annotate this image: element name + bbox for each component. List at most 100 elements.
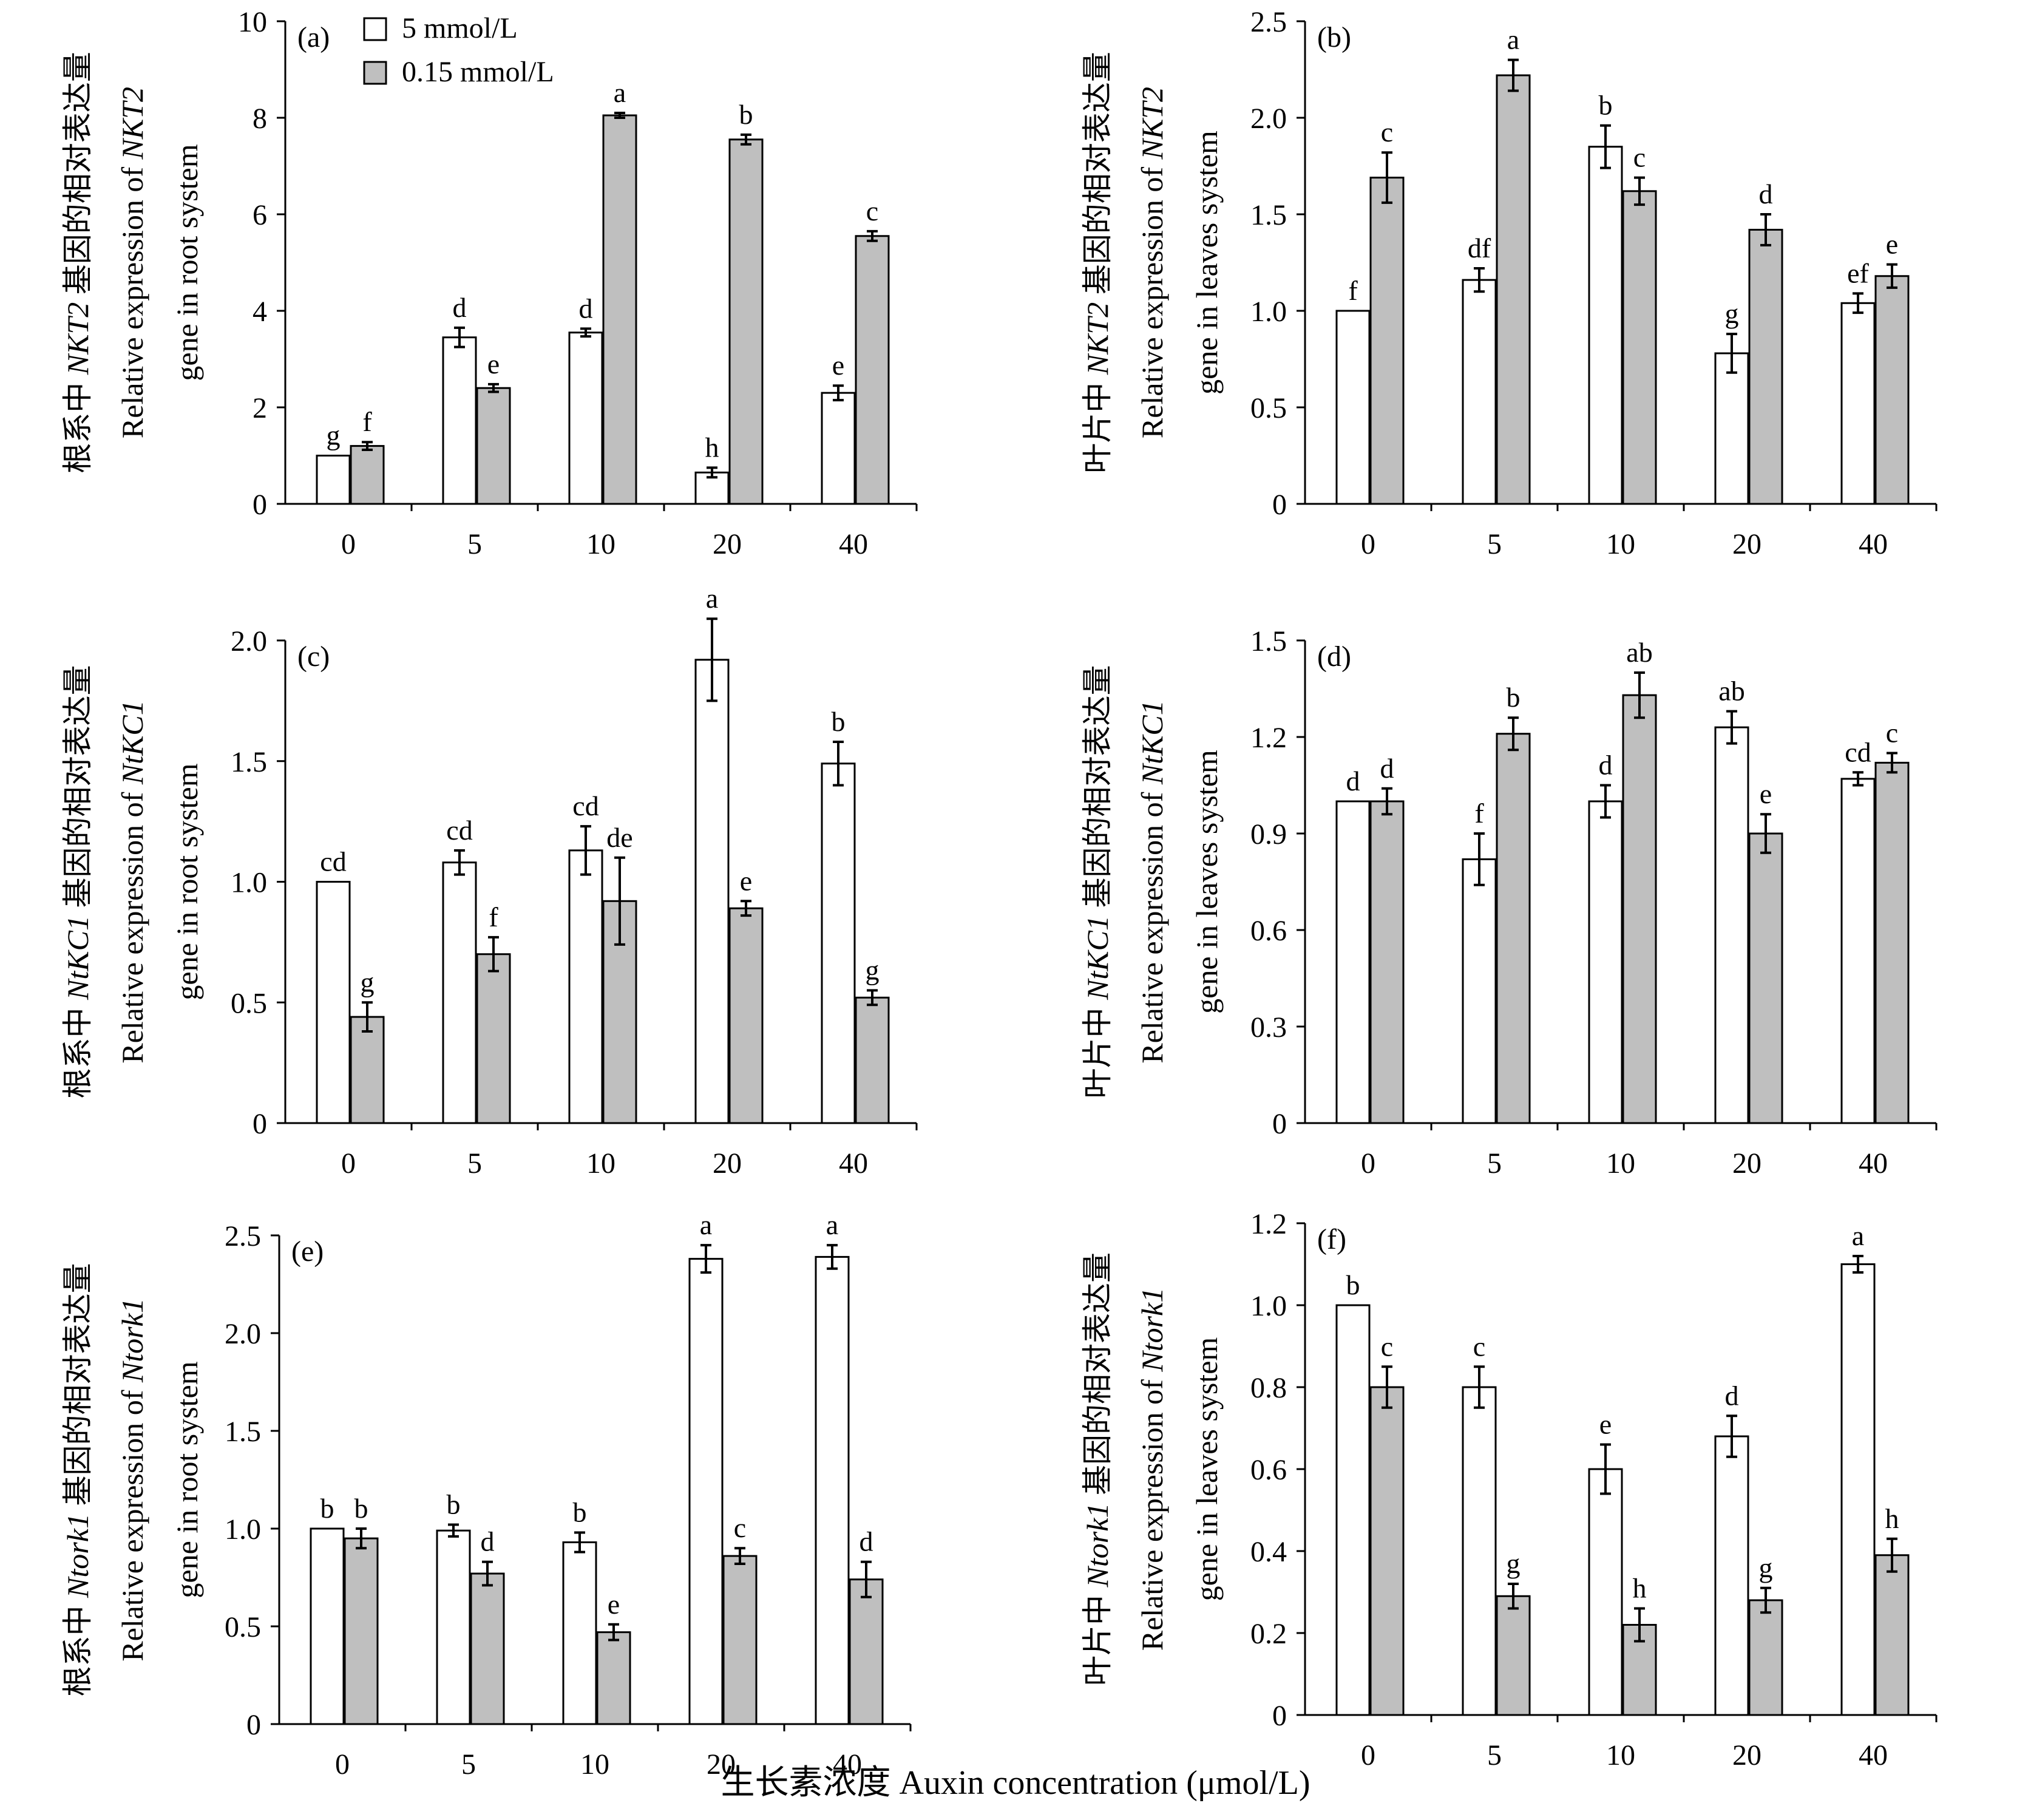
y-axis-title-en: Relative expression of NtKC1 — [1135, 700, 1169, 1064]
y-tick-label: 2 — [253, 392, 267, 424]
significance-letter: d — [1599, 750, 1613, 781]
y-tick-label: 0 — [253, 1108, 267, 1140]
y-tick-label: 0 — [1272, 1700, 1287, 1732]
significance-letter: e — [1599, 1409, 1612, 1440]
significance-letter: d — [1759, 178, 1773, 209]
significance-letter: h — [1885, 1503, 1899, 1534]
x-tick-label: 0 — [1361, 1739, 1375, 1771]
x-tick-label: 20 — [1732, 528, 1761, 560]
x-tick-label: 20 — [713, 528, 742, 560]
significance-letter: d — [579, 293, 593, 324]
bar-white — [1335, 800, 1371, 1124]
bar-white — [1840, 302, 1876, 505]
y-tick-label: 1.2 — [1250, 1208, 1287, 1240]
y-tick-label: 0.6 — [1250, 915, 1287, 947]
significance-letter: cd — [1845, 736, 1871, 767]
significance-letter: h — [705, 432, 719, 463]
significance-letter: b — [1507, 682, 1521, 713]
significance-letter: g — [327, 420, 341, 451]
significance-letter: b — [573, 1496, 587, 1527]
y-tick-label: 2.5 — [1250, 6, 1287, 38]
significance-letter: df — [1468, 233, 1491, 263]
bar-white — [562, 1541, 597, 1725]
y-tick-label: 0.9 — [1250, 818, 1287, 851]
bar-grey — [1874, 275, 1910, 505]
bar-grey — [1496, 733, 1531, 1124]
y-tick-label: 8 — [253, 103, 267, 135]
y-axis-title-cn: 叶片中 Ntork1 基因的相对表达量 — [1080, 1252, 1114, 1686]
x-tick-label: 10 — [1606, 528, 1635, 560]
bar-white — [1840, 778, 1876, 1124]
bar-grey — [1874, 1554, 1910, 1716]
bar-grey — [849, 1578, 884, 1725]
legend-label: 0.15 mmol/L — [402, 56, 554, 88]
bar-grey — [344, 1537, 379, 1725]
significance-letter: ef — [1847, 257, 1869, 288]
bar-white — [436, 1529, 471, 1725]
bar-white — [1714, 726, 1749, 1124]
x-tick-label: 10 — [1606, 1739, 1635, 1771]
y-tick-label: 2.5 — [225, 1220, 261, 1252]
significance-letter: d — [1346, 766, 1360, 796]
significance-letter: a — [826, 1209, 838, 1240]
significance-letter: d — [860, 1526, 873, 1557]
significance-letter: e — [487, 348, 500, 379]
x-tick-label: 0 — [341, 1147, 356, 1180]
bar-white — [1462, 279, 1497, 505]
y-axis-title-en-line2: gene in leaves system — [1190, 750, 1224, 1014]
y-axis-title-cn: 叶片中 NtKC1 基因的相对表达量 — [1080, 665, 1114, 1099]
bar-white — [442, 861, 477, 1124]
x-tick-label: 10 — [586, 528, 615, 560]
significance-letter: g — [1507, 1548, 1521, 1579]
y-tick-label: 0 — [246, 1709, 261, 1741]
significance-letter: e — [832, 350, 844, 381]
significance-letter: e — [740, 865, 752, 896]
y-tick-label: 1.5 — [225, 1416, 261, 1448]
y-tick-label: 1.0 — [1250, 296, 1287, 328]
x-tick-label: 5 — [467, 1147, 482, 1180]
legend-swatch — [363, 61, 387, 85]
bar-grey — [350, 445, 385, 505]
y-axis-title-en-line2: gene in root system — [170, 763, 204, 1000]
panel-label: (b) — [1317, 21, 1351, 53]
bar-white — [316, 455, 351, 505]
bar-grey — [470, 1572, 505, 1725]
y-tick-label: 0.5 — [225, 1611, 261, 1643]
x-tick-label: 0 — [341, 528, 356, 560]
bar-white — [568, 849, 603, 1124]
significance-letter: b — [354, 1493, 368, 1524]
x-tick-label: 40 — [839, 528, 868, 560]
significance-letter: e — [608, 1589, 620, 1620]
bar-white — [688, 1258, 724, 1725]
y-tick-label: 1.5 — [1250, 199, 1287, 231]
significance-letter: b — [1599, 90, 1613, 121]
significance-letter: c — [734, 1512, 746, 1543]
panel-label: (d) — [1317, 640, 1351, 673]
bar-white — [821, 392, 856, 505]
x-tick-label: 0 — [335, 1748, 350, 1781]
significance-letter: e — [1760, 778, 1772, 809]
bar-grey — [1748, 228, 1783, 505]
bar-white — [568, 331, 603, 505]
bar-white — [1588, 800, 1623, 1124]
bar-grey — [1496, 1595, 1531, 1716]
y-tick-label: 1.2 — [1250, 722, 1287, 754]
bar-white — [1335, 1304, 1371, 1716]
bar-grey — [728, 138, 764, 505]
chart-panel-e: 00.51.01.52.02.5b b0bd5be10ac20ad40(e)根系中… — [61, 1209, 912, 1781]
significance-letter: c — [1886, 718, 1898, 749]
y-axis-title-cn: 根系中 NKT2 基因的相对表达量 — [61, 52, 95, 474]
bar-grey — [1369, 800, 1405, 1124]
x-tick-label: 40 — [1859, 528, 1888, 560]
significance-letter: f — [1474, 798, 1484, 829]
bar-white — [815, 1255, 850, 1725]
chart-panel-d: 00.30.60.91.21.5d d0fb5dab10abe20cdc40(d)… — [1080, 625, 1938, 1180]
bar-white — [1714, 352, 1749, 505]
significance-letter: a — [1852, 1220, 1864, 1251]
significance-letter: b — [320, 1493, 334, 1524]
x-tick-label: 20 — [1732, 1147, 1761, 1180]
y-tick-label: 2.0 — [225, 1318, 261, 1350]
panel-label: (e) — [291, 1235, 324, 1268]
significance-letter: d — [1725, 1380, 1739, 1411]
